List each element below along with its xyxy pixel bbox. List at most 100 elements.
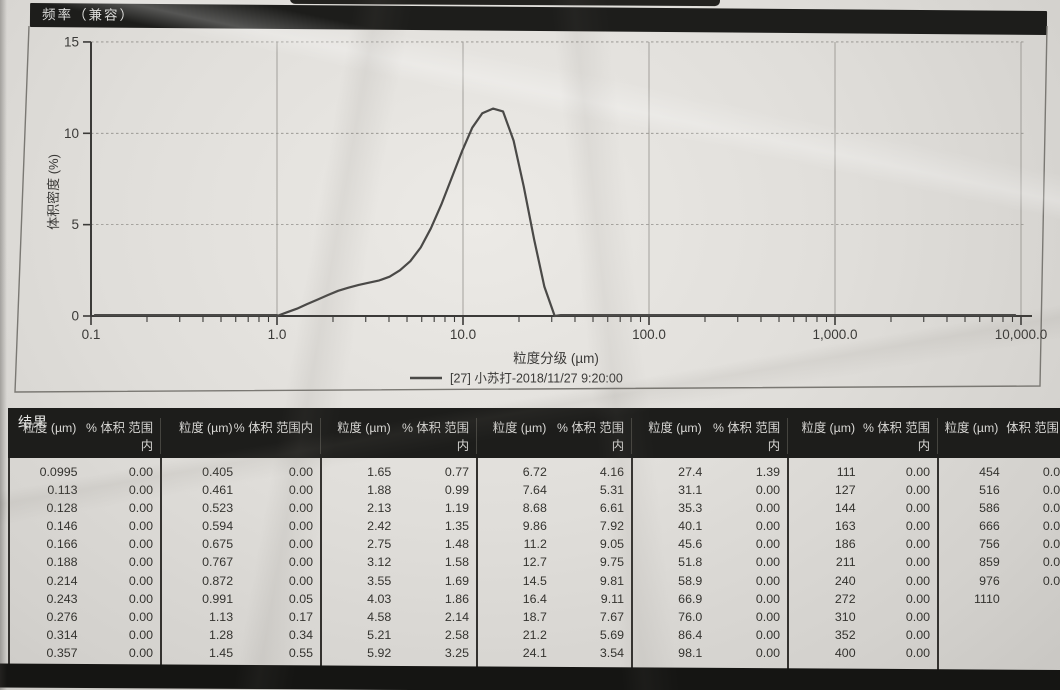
volume-percent-value: 0.00 — [905, 483, 930, 498]
table-row: 666 0.00 — [939, 517, 1060, 535]
volume-percent-value: 0.00 — [905, 573, 930, 588]
volume-percent-value: 3.25 — [444, 645, 469, 660]
table-row: 35.3 0.00 — [633, 499, 787, 517]
volume-percent-column-header: % 体积 范围内 — [86, 421, 153, 453]
table-row: 2.13 1.19 — [322, 499, 476, 517]
volume-percent-value: 0.00 — [755, 645, 780, 660]
table-row: 7.64 5.31 — [478, 481, 631, 499]
size-value: 51.8 — [678, 555, 703, 570]
size-value: 6.72 — [522, 465, 547, 479]
size-value: 0.594 — [202, 519, 234, 534]
table-row: 240 0.00 — [789, 572, 937, 590]
table-row: 0.523 0.00 — [162, 499, 320, 517]
size-value: 0.166 — [46, 537, 78, 552]
size-value: 40.1 — [678, 519, 703, 534]
size-value: 31.1 — [678, 483, 703, 498]
table-row: 211 0.00 — [789, 553, 937, 571]
volume-percent-value: 0.00 — [288, 483, 313, 498]
size-value: 8.68 — [522, 501, 547, 516]
table-row: 51.8 0.00 — [633, 553, 787, 571]
table-row: 756 0.00 — [939, 535, 1060, 553]
volume-percent-value: 0.05 — [288, 591, 313, 606]
volume-percent-value: 0.00 — [1042, 465, 1060, 479]
size-value: 310 — [834, 609, 856, 624]
results-table-title: 结果 — [18, 414, 48, 430]
table-row: 86.4 0.00 — [633, 626, 787, 644]
volume-percent-value: 0.55 — [288, 645, 313, 660]
volume-percent-value: 0.00 — [905, 519, 930, 534]
table-row: 31.1 0.00 — [633, 481, 787, 499]
volume-percent-value: 9.05 — [599, 537, 624, 552]
table-row: 1.88 0.99 — [322, 481, 476, 499]
table-row: 1110 — [939, 590, 1060, 608]
table-row: 0.166 0.00 — [10, 535, 160, 553]
frequency-chart: 0 5 10 15 0.1 1.0 10.0 100.0 1,000.0 10,000.0 体积密度… — [14, 25, 1048, 393]
size-value: 14.5 — [522, 573, 547, 588]
size-value: 0.113 — [47, 483, 78, 498]
size-column-header: 粒度 (µm) — [801, 421, 856, 435]
x-tick-label: 1,000.0 — [812, 327, 857, 342]
size-value: 0.188 — [46, 555, 78, 570]
table-column-group: 0.405 0.00 0.461 0.00 0.523 0.00 0.594 0.00 0.67… — [162, 458, 322, 670]
table-column-group: 111 0.00 127 0.00 144 0.00 163 0.00 186 0.00 211 0.… — [789, 458, 939, 670]
size-value: 0.872 — [202, 573, 234, 588]
table-row: 1.65 0.77 — [322, 463, 476, 481]
table-row: 586 0.00 — [939, 499, 1060, 517]
size-value: 352 — [834, 627, 856, 642]
table-row: 6.72 4.16 — [478, 463, 631, 481]
size-value: 1.45 — [208, 645, 234, 660]
table-row: 45.6 0.00 — [633, 535, 787, 553]
table-row: 4.03 1.86 — [322, 590, 476, 608]
volume-percent-column-header: % 体积 范围内 — [557, 421, 624, 453]
size-column-header: 粒度 (µm) — [337, 421, 391, 435]
column-group-header: 粒度 (µm) % 体积 范围内 — [320, 418, 476, 454]
size-value: 1110 — [974, 591, 1000, 606]
table-row: 976 0.00 — [939, 572, 1060, 590]
volume-percent-value: 7.92 — [599, 519, 624, 534]
volume-percent-value: 3.54 — [599, 645, 624, 660]
size-value: 1.65 — [367, 465, 392, 479]
y-tick-label: 10 — [64, 126, 79, 141]
volume-percent-value: 0.00 — [288, 519, 313, 534]
table-column-group: 1.65 0.77 1.88 0.99 2.13 1.19 2.42 1.35 2.75 1.48… — [322, 458, 478, 670]
size-value: 0.405 — [202, 465, 234, 479]
volume-percent-value: 0.00 — [128, 519, 153, 534]
size-value: 0.146 — [46, 519, 78, 534]
size-value: 272 — [834, 591, 856, 606]
size-value: 0.767 — [202, 555, 234, 570]
table-row: 0.113 0.00 — [10, 481, 160, 499]
volume-percent-value: 0.99 — [444, 483, 469, 498]
table-row: 127 0.00 — [789, 481, 937, 499]
volume-percent-value: 0.00 — [128, 627, 153, 642]
table-row: 5.92 3.25 — [322, 644, 476, 662]
column-group-header: 粒度 (µm) % 体积 范围内 — [631, 418, 787, 454]
volume-percent-value: 0.00 — [905, 645, 930, 660]
table-row: 12.7 9.75 — [478, 553, 631, 571]
volume-percent-value: 0.34 — [288, 627, 313, 642]
volume-percent-value: 9.81 — [599, 573, 624, 588]
size-value: 1.28 — [208, 627, 234, 642]
table-row: 14.5 9.81 — [478, 572, 631, 590]
volume-percent-value: 0.00 — [128, 501, 153, 516]
size-value: 211 — [835, 555, 856, 570]
column-group-header: 粒度 (µm) 体积 范围内 — [937, 418, 1060, 454]
size-value: 0.243 — [46, 591, 78, 606]
table-row: 0.276 0.00 — [10, 608, 160, 626]
volume-percent-column-header: % 体积 范围内 — [402, 421, 469, 453]
table-row: 11.2 9.05 — [478, 535, 631, 553]
table-row: 18.7 7.67 — [478, 608, 631, 626]
size-value: 516 — [979, 483, 1000, 498]
table-row: 516 0.00 — [939, 481, 1060, 499]
size-value: 0.276 — [46, 609, 78, 624]
table-row: 1.45 0.55 — [162, 644, 320, 662]
table-row: 58.9 0.00 — [633, 572, 787, 590]
volume-percent-value: 0.00 — [755, 537, 780, 552]
size-value: 4.58 — [367, 609, 392, 624]
table-column-group: 454 0.00 516 0.00 586 0.00 666 0.00 756 0.00 859 0.… — [939, 458, 1060, 670]
table-row: 0.991 0.05 — [162, 590, 320, 608]
size-value: 3.55 — [367, 573, 392, 588]
volume-percent-value: 0.00 — [1042, 519, 1060, 534]
table-row: 98.1 0.00 — [633, 644, 787, 662]
size-value: 86.4 — [678, 627, 703, 642]
volume-percent-value: 0.00 — [288, 465, 313, 479]
